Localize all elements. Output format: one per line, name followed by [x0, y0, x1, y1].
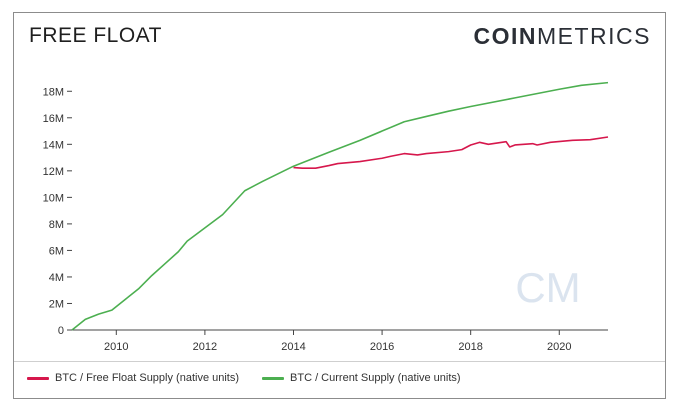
x-tick-label: 2012 [193, 341, 217, 353]
y-tick-label: 18M [43, 86, 64, 98]
legend-item-free-float[interactable]: BTC / Free Float Supply (native units) [27, 372, 239, 384]
x-tick-label: 2018 [458, 341, 482, 353]
legend-label-free-float: BTC / Free Float Supply (native units) [55, 372, 240, 384]
chart-card [13, 12, 666, 399]
x-tick-label: 2010 [104, 341, 128, 353]
legend-label-current-supply: BTC / Current Supply (native units) [290, 372, 461, 384]
legend: BTC / Free Float Supply (native units) B… [27, 372, 484, 384]
legend-divider [14, 361, 665, 362]
legend-item-current-supply[interactable]: BTC / Current Supply (native units) [262, 372, 461, 384]
legend-swatch-free-float [27, 376, 49, 380]
y-tick-label: 0 [58, 325, 64, 337]
series-group [71, 81, 609, 331]
y-tick-label: 12M [43, 166, 64, 178]
y-tick-label: 2M [49, 298, 64, 310]
x-tick-label: 2014 [281, 341, 305, 353]
watermark-text: CM [515, 264, 580, 311]
axes: 0 2M 4M 6M 8M 10M 12M 14M 16M 18M 2010 2012 2014 2016… [43, 86, 608, 353]
x-tick-label: 2020 [547, 341, 571, 353]
watermark: CM [515, 264, 580, 311]
y-tick-label: 4M [49, 272, 64, 284]
x-tick-label: 2016 [370, 341, 394, 353]
series-line-current-supply[interactable] [71, 81, 609, 331]
brand-logo-bold: COIN [473, 23, 537, 49]
y-tick-label: 8M [49, 219, 64, 231]
y-tick-label: 16M [43, 113, 64, 125]
series-line-free-float[interactable] [293, 136, 609, 169]
y-tick-label: 6M [49, 245, 64, 257]
brand-logo-light: METRICS [537, 23, 651, 49]
chart-title: FREE FLOAT [29, 24, 162, 47]
y-tick-label: 10M [43, 192, 64, 204]
y-tick-label: 14M [43, 139, 64, 151]
brand-logo: COINMETRICS [474, 23, 652, 50]
legend-swatch-current-supply [262, 376, 285, 380]
